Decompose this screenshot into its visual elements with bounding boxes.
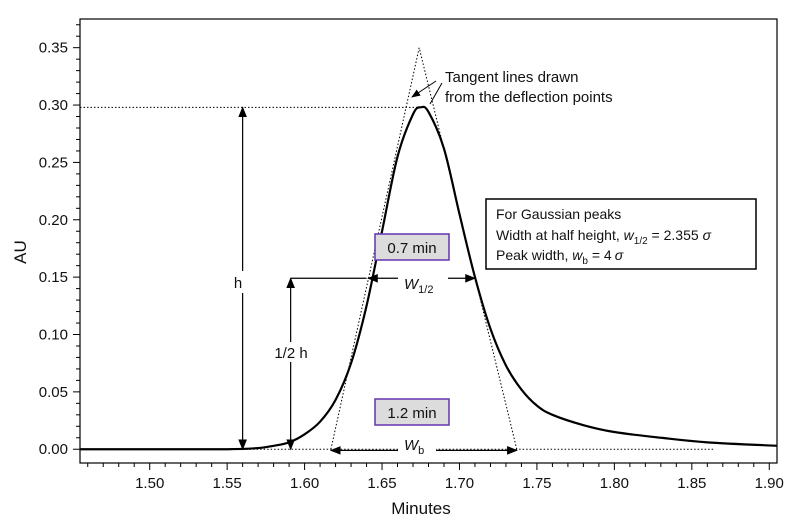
x-tick-label: 1.65 (367, 475, 396, 492)
half-h-label-bg (270, 342, 312, 362)
tangent-label-line2: from the deflection points (445, 89, 613, 106)
box-bottom-label: 1.2 min (387, 405, 436, 422)
w-half-sub: 1/2 (418, 284, 433, 296)
x-tick-label: 1.70 (445, 475, 474, 492)
info-line3-var: w (572, 247, 583, 263)
w-b-label-bg (398, 432, 436, 458)
x-tick-label: 1.90 (755, 475, 784, 492)
y-tick-label: 0.10 (39, 327, 68, 344)
info-line3-post: = 4 (588, 247, 612, 263)
w-half-main: W (404, 276, 420, 293)
box-bottom (374, 398, 450, 426)
info-line2: Width at half height, w1/2 = 2.355 σ (496, 227, 712, 247)
h-label: h (234, 275, 242, 292)
x-tick-label: 1.60 (290, 475, 319, 492)
axis-tick-labels: 1.50 1.55 1.60 1.65 1.70 1.75 1.80 1.85 1.90 0.00… (39, 40, 784, 492)
x-tick-label: 1.50 (135, 475, 164, 492)
tangent-label-line1: Tangent lines drawn (445, 69, 578, 86)
chromatogram-peak-line (80, 105, 778, 451)
info-box (485, 198, 757, 270)
w-half-label-bg (398, 270, 448, 296)
y-tick-label: 0.15 (39, 269, 68, 286)
info-line2-post: = 2.355 (648, 227, 703, 243)
info-line2-pre: Width at half height, (496, 227, 624, 243)
info-line2-sub: 1/2 (634, 236, 648, 247)
w-b-sub: b (418, 445, 424, 457)
x-tick-label: 1.75 (522, 475, 551, 492)
x-axis-title: Minutes (391, 499, 451, 518)
half-h-label: 1/2 h (274, 345, 307, 362)
x-tick-label: 1.55 (213, 475, 242, 492)
w-half-label: W1/2 (404, 276, 433, 296)
box-top (374, 233, 450, 261)
y-axis-title: AU (11, 240, 30, 264)
info-line3-pre: Peak width, (496, 247, 572, 263)
tangent-pointer-arrow (411, 80, 437, 98)
tangent-pointer-line (429, 82, 443, 105)
box-top-label: 0.7 min (387, 240, 436, 257)
y-tick-label: 0.30 (39, 97, 68, 114)
w-b-label: Wb (404, 437, 424, 457)
x-tick-label: 1.80 (600, 475, 629, 492)
info-line2-sigma: σ (703, 227, 712, 243)
y-tick-label: 0.00 (39, 441, 68, 458)
y-tick-label: 0.35 (39, 40, 68, 57)
info-line1: For Gaussian peaks (496, 206, 621, 222)
h-label-bg (228, 271, 248, 293)
w-b-main: W (404, 437, 420, 454)
axis-ticks (73, 24, 770, 470)
y-tick-label: 0.20 (39, 212, 68, 229)
x-tick-label: 1.85 (677, 475, 706, 492)
info-line2-var: w (624, 227, 635, 243)
info-line3-sigma: σ (615, 247, 624, 263)
y-tick-label: 0.25 (39, 154, 68, 171)
info-line3-sub: b (582, 256, 588, 267)
y-tick-label: 0.05 (39, 384, 68, 401)
